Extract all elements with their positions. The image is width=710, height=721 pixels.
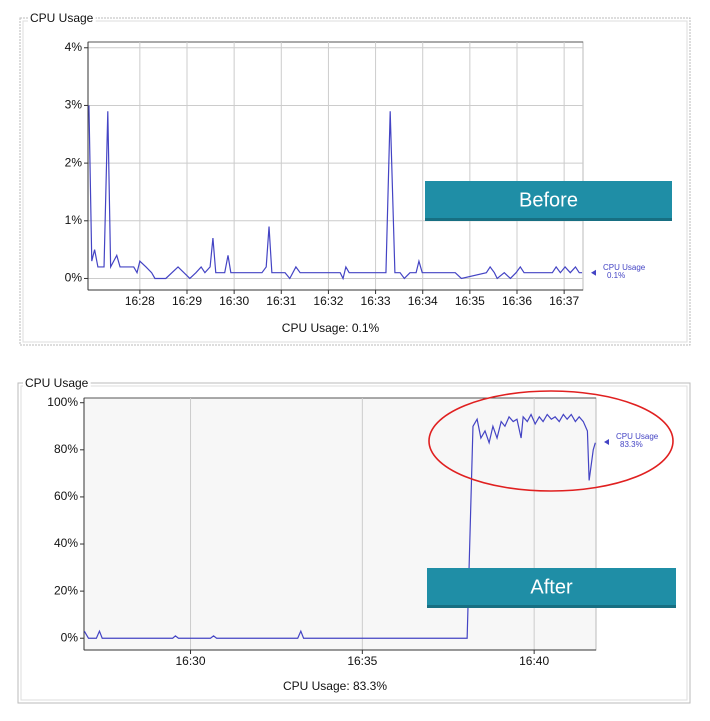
y-tick-label: 20%	[54, 583, 78, 597]
annotation-text: Before	[519, 189, 578, 211]
x-tick-label: 16:35	[347, 654, 377, 668]
y-tick-label: 3%	[65, 98, 83, 112]
cpu-line	[83, 413, 596, 639]
y-tick-label: 80%	[54, 442, 78, 456]
y-tick-label: 2%	[65, 155, 83, 169]
y-tick-label: 1%	[65, 213, 83, 227]
cpu-line	[88, 105, 583, 281]
x-tick-label: 16:30	[219, 294, 249, 308]
x-tick-label: 16:35	[455, 294, 485, 308]
panel-inner	[22, 20, 688, 343]
panel-title: CPU Usage	[25, 376, 89, 390]
panel-title-bg	[23, 376, 91, 391]
y-tick-label: 40%	[54, 536, 78, 550]
x-tick-label: 16:34	[408, 294, 438, 308]
x-tick-label: 16:28	[125, 294, 155, 308]
annotation-box	[427, 568, 676, 608]
annotation-text: After	[530, 576, 573, 598]
highlight-ellipse	[428, 390, 674, 492]
y-tick-label: 4%	[65, 40, 83, 54]
y-tick-label: 0%	[61, 630, 79, 644]
caption: CPU Usage: 0.1%	[282, 321, 380, 335]
x-tick-label: 16:36	[502, 294, 532, 308]
panel-title-bg	[28, 11, 96, 26]
y-tick-label: 60%	[54, 489, 78, 503]
current-name: CPU Usage	[616, 432, 659, 441]
current-marker	[591, 269, 596, 276]
plot-area	[87, 41, 584, 291]
current-marker	[604, 439, 609, 446]
x-tick-label: 16:33	[361, 294, 391, 308]
x-tick-label: 16:37	[549, 294, 579, 308]
current-label: 83.3%	[620, 440, 643, 449]
panel-inner	[20, 385, 688, 701]
x-tick-label: 16:31	[266, 294, 296, 308]
x-tick-label: 16:30	[176, 654, 206, 668]
y-tick-label: 0%	[65, 271, 83, 285]
current-label: 0.1%	[607, 271, 625, 280]
x-tick-label: 16:40	[519, 654, 549, 668]
current-name: CPU Usage	[603, 263, 646, 272]
caption: CPU Usage: 83.3%	[283, 679, 387, 693]
annotation-shade	[425, 218, 672, 221]
panel-title: CPU Usage	[30, 11, 94, 25]
x-tick-label: 16:32	[313, 294, 343, 308]
annotation-box	[425, 181, 672, 221]
annotation-shade	[427, 605, 676, 608]
plot-area	[83, 397, 597, 651]
y-tick-label: 100%	[47, 395, 78, 409]
x-tick-label: 16:29	[172, 294, 202, 308]
